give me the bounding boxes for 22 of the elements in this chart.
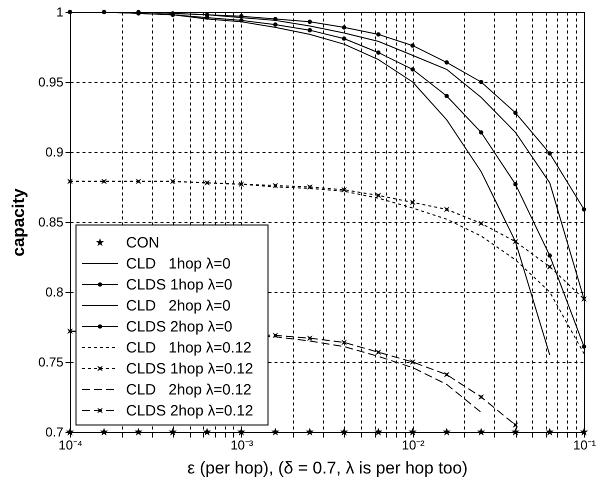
x-tick-label: 10⁻³ [230,438,254,452]
x-tick-label: 10⁻¹ [573,438,597,452]
legend-label: CLDS 2hop λ=0.12 [126,402,254,420]
legend-label: CLD 2hop λ=0 [126,298,231,314]
y-tick-label: 0.95 [38,74,64,90]
y-tick-label: 0.9 [45,144,64,160]
legend-label: CLD 2hop λ=0.12 [126,382,252,398]
y-tick-label: 0.7 [45,424,64,440]
legend-label: CLDS 2hop λ=0 [126,318,232,336]
y-axis-title: capacity [9,188,28,257]
x-tick-label: 10⁻² [402,438,426,452]
y-tick-label: 0.8 [45,284,64,300]
legend-label: CLDS 1hop λ=0.12 [126,360,254,378]
y-tick-label: 1 [56,4,64,20]
y-tick-label: 0.75 [38,354,64,370]
legend-label: CLDS 1hop λ=0 [126,276,232,294]
x-axis-title: ε (per hop), (δ = 0.7, λ is per hop too) [187,458,468,478]
legend-label: CON [126,234,160,252]
legend-label: CLD 1hop λ=0 [126,256,231,272]
y-tick-label: 0.85 [38,214,64,230]
x-tick-label: 10⁻⁴ [58,438,83,452]
legend-label: CLD 1hop λ=0.12 [126,340,252,356]
